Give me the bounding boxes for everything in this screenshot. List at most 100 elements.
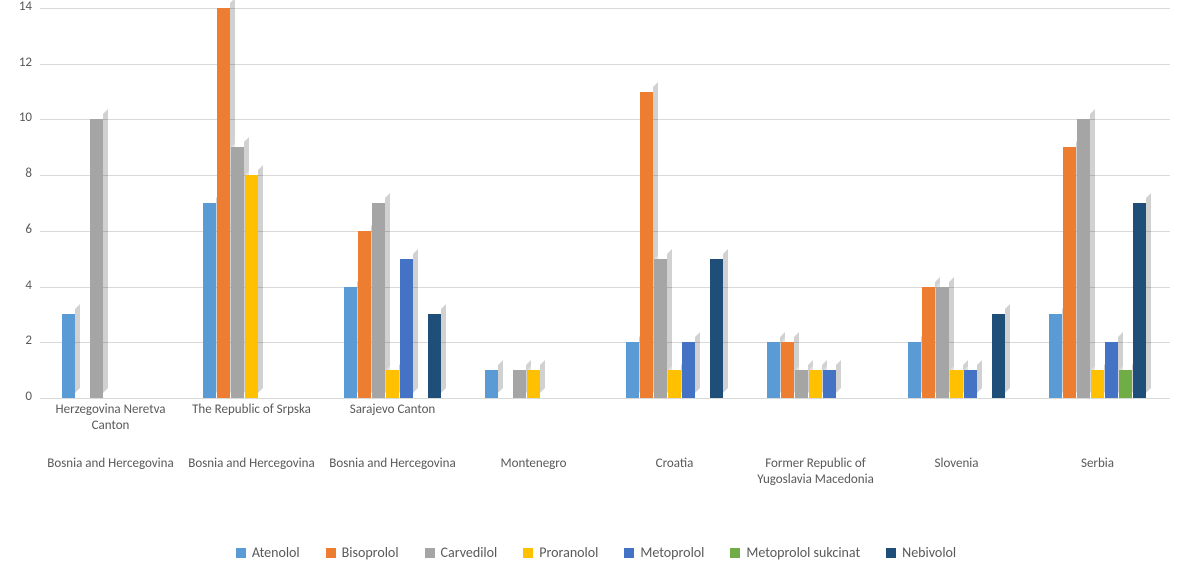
bar [992,314,1005,398]
bar [1077,119,1090,398]
bar [1133,203,1146,398]
x-label: Former Republic of Yugoslavia Macedonia [745,402,886,487]
x-label-line1: Herzegovina Neretva Canton [40,402,181,450]
y-tick-label: 12 [0,55,32,70]
legend-label: Carvedilol [441,544,498,561]
y-tick-label: 6 [0,222,32,237]
bar [428,314,441,398]
bar [344,287,357,398]
bar [217,8,230,398]
legend-item: Nebivolol [886,544,956,561]
legend-label: Bisoprolol [342,544,399,561]
bar [936,287,949,398]
y-tick-label: 2 [0,333,32,348]
bar [485,370,498,398]
x-label-line1: Sarajevo Canton [322,402,463,450]
bar-group [322,8,463,398]
x-label-line1 [745,402,886,450]
bar [1119,370,1132,398]
legend: Atenolol Bisoprolol Carvedilol Proranolol Me… [0,544,1192,561]
legend-label: Atenolol [252,544,300,561]
bar-group [181,8,322,398]
bar [654,259,667,398]
bar [1091,370,1104,398]
x-label: Serbia [1027,402,1168,472]
x-label-line2: Bosnia and Hercegovina [40,456,181,472]
bar-group [604,8,745,398]
bar [245,175,258,398]
bar [823,370,836,398]
y-tick-label: 14 [0,0,32,14]
y-tick-label: 4 [0,278,32,293]
legend-item: Carvedilol [425,544,498,561]
x-label-line1 [886,402,1027,450]
legend-swatch [425,548,435,558]
bar [1063,147,1076,398]
bar [372,203,385,398]
bar [527,370,540,398]
bar-group [463,8,604,398]
x-label-line1 [604,402,745,450]
x-label-line2: Former Republic of Yugoslavia Macedonia [745,456,886,487]
bar [231,147,244,398]
x-label: Slovenia [886,402,1027,472]
plot-area [40,8,1170,398]
legend-swatch [730,548,740,558]
bar [922,287,935,398]
bar [795,370,808,398]
bar-group [745,8,886,398]
x-label-line1 [1027,402,1168,450]
y-tick-label: 0 [0,389,32,404]
bar-group [40,8,181,398]
bar [640,92,653,398]
x-label-line1: The Republic of Srpska [181,402,322,450]
legend-swatch [624,548,634,558]
bar [710,259,723,398]
bar [513,370,526,398]
bar [203,203,216,398]
beta-blocker-chart: 02468101214 Herzegovina Neretva CantonBo… [0,0,1192,571]
legend-item: Proranolol [523,544,598,561]
legend-label: Metoprolol [640,544,704,561]
x-label-line2: Serbia [1027,456,1168,472]
x-label: Sarajevo Canton Bosnia and Hercegovina [322,402,463,472]
x-label-line2: Bosnia and Hercegovina [181,456,322,472]
bar [950,370,963,398]
bar [908,342,921,398]
x-label: Montenegro [463,402,604,472]
bar [1049,314,1062,398]
bar [809,370,822,398]
bar [400,259,413,398]
bar [626,342,639,398]
x-label-line1 [463,402,604,450]
bar [964,370,977,398]
bar [90,119,103,398]
bar [1105,342,1118,398]
x-label-line2: Bosnia and Hercegovina [322,456,463,472]
bar [358,231,371,398]
x-label-line2: Montenegro [463,456,604,472]
bar-group [886,8,1027,398]
bar [386,370,399,398]
bar [781,342,794,398]
legend-swatch [236,548,246,558]
legend-swatch [886,548,896,558]
x-label: Croatia [604,402,745,472]
gridline [40,398,1170,399]
legend-swatch [523,548,533,558]
bar [668,370,681,398]
legend-item: Atenolol [236,544,300,561]
legend-label: Proranolol [539,544,598,561]
legend-label: Metoprolol sukcinat [746,544,860,561]
bar [767,342,780,398]
bar-group [1027,8,1168,398]
y-tick-label: 8 [0,166,32,181]
legend-item: Metoprolol [624,544,704,561]
bar [682,342,695,398]
x-label: Herzegovina Neretva Canton Bosnia and Her… [40,402,181,472]
legend-item: Bisoprolol [326,544,399,561]
x-label-line2: Slovenia [886,456,1027,472]
x-axis-labels: Herzegovina Neretva CantonBosnia and Her… [40,402,1170,502]
legend-item: Metoprolol sukcinat [730,544,860,561]
bar [62,314,75,398]
